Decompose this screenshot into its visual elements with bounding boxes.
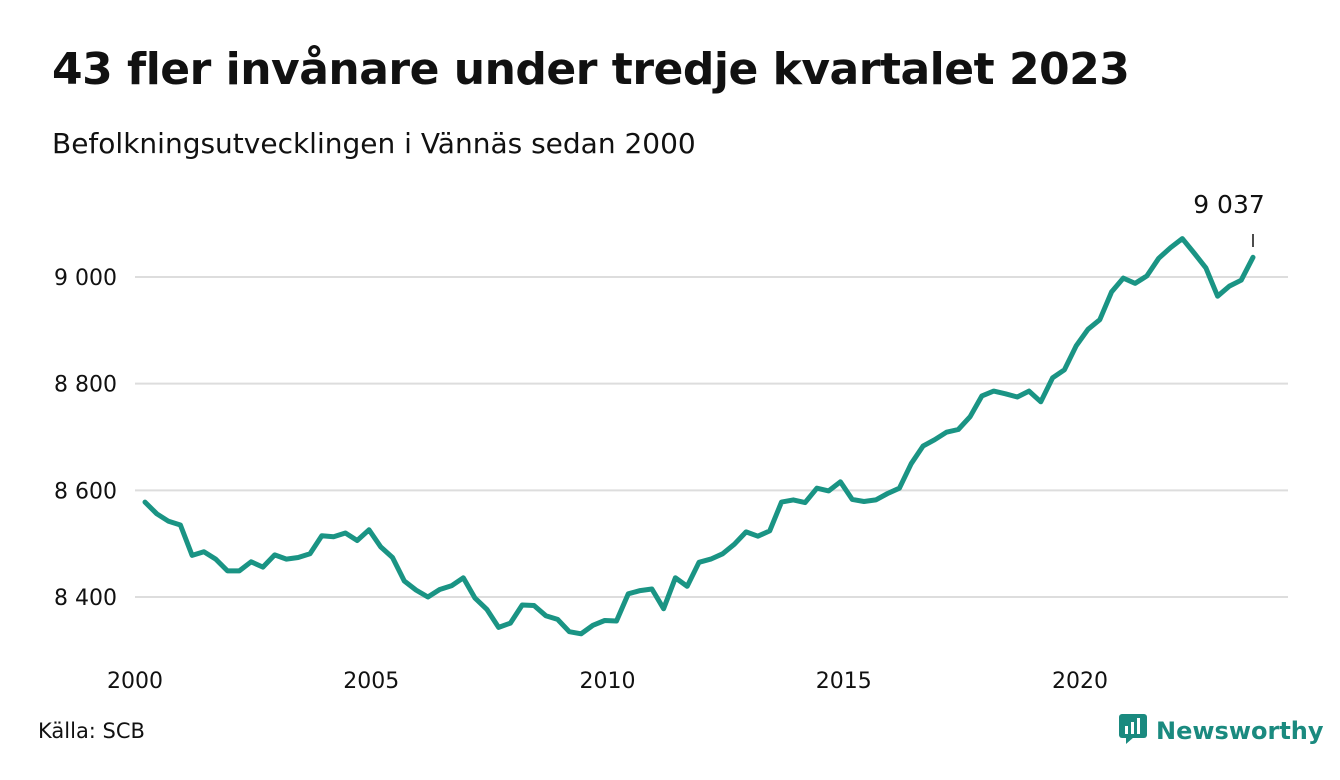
grid-lines (135, 276, 1288, 598)
y-tick-label: 8 400 (54, 586, 117, 611)
newsworthy-logo-icon (1118, 713, 1148, 749)
line-chart: 8 400 8 600 8 800 9 000 2000 2005 2010 2015 202… (54, 190, 1288, 694)
chart-title: 43 fler invånare under tredje kvartalet … (52, 44, 1130, 95)
brand-name: Newsworthy (1156, 717, 1324, 745)
x-tick-label: 2000 (107, 669, 163, 694)
x-tick-label: 2005 (343, 669, 399, 694)
x-axis-ticks: 2000 2005 2010 2015 2020 (107, 669, 1108, 694)
last-point-label: 9 037 (1193, 190, 1265, 219)
series-line-population (142, 236, 1256, 637)
y-tick-label: 8 600 (54, 479, 117, 504)
chart-subtitle: Befolkningsutvecklingen i Vännäs sedan 2… (52, 127, 696, 160)
x-tick-label: 2015 (816, 669, 872, 694)
source-note: Källa: SCB (38, 719, 145, 743)
x-tick-label: 2010 (580, 669, 636, 694)
brand-logo[interactable]: Newsworthy (1118, 713, 1324, 749)
y-axis-ticks: 8 400 8 600 8 800 9 000 (54, 266, 117, 611)
x-tick-label: 2020 (1052, 669, 1108, 694)
y-tick-label: 9 000 (54, 266, 117, 291)
y-tick-label: 8 800 (54, 373, 117, 398)
